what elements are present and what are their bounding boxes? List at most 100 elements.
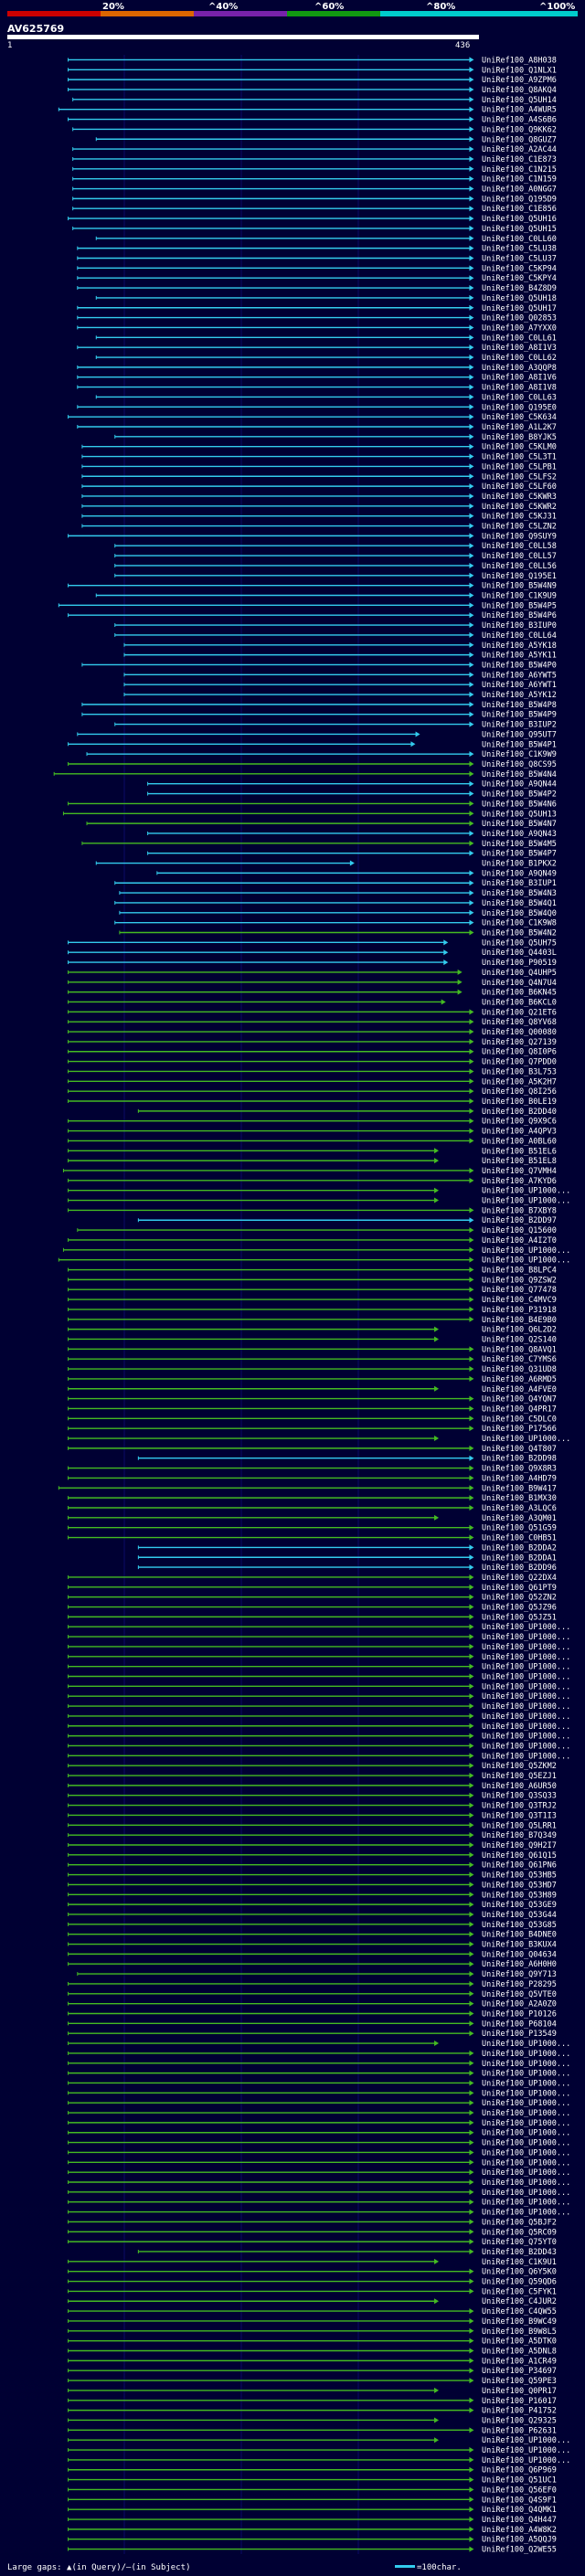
- hit-row[interactable]: UniRef100_C5LZN2: [81, 523, 557, 532]
- hit-row[interactable]: UniRef100_B8LPC4: [68, 1267, 557, 1276]
- hit-row[interactable]: UniRef100_B4DNE0: [68, 1931, 557, 1940]
- hit-label[interactable]: UniRef100_B5W4P8: [482, 701, 557, 710]
- hit-row[interactable]: UniRef100_UP1000...: [68, 1733, 571, 1742]
- hit-row[interactable]: UniRef100_B5W4P8: [81, 701, 557, 710]
- hit-row[interactable]: UniRef100_UP1000...: [62, 1246, 570, 1256]
- hit-label[interactable]: UniRef100_UP1000...: [482, 1682, 570, 1691]
- hit-label[interactable]: UniRef100_UP1000...: [482, 2060, 570, 2069]
- hit-row[interactable]: UniRef100_UP1000...: [68, 2070, 571, 2079]
- hit-label[interactable]: UniRef100_Q02853: [482, 314, 557, 323]
- hit-label[interactable]: UniRef100_A7KYD6: [482, 1177, 557, 1186]
- hit-label[interactable]: UniRef100_A4WUR5: [482, 106, 557, 115]
- hit-row[interactable]: UniRef100_C5KLM0: [81, 443, 557, 452]
- hit-label[interactable]: UniRef100_B2DDA2: [482, 1543, 557, 1553]
- hit-label[interactable]: UniRef100_A5K2H7: [482, 1077, 557, 1087]
- hit-label[interactable]: UniRef100_A5YK12: [482, 691, 557, 700]
- hit-label[interactable]: UniRef100_Q04634: [482, 1950, 557, 1959]
- hit-label[interactable]: UniRef100_Q4H447: [482, 2516, 557, 2525]
- hit-row[interactable]: UniRef100_Q5UH17: [77, 304, 557, 313]
- hit-label[interactable]: UniRef100_A6YWT1: [482, 681, 557, 690]
- hit-row[interactable]: UniRef100_C0LL63: [95, 393, 557, 402]
- hit-row[interactable]: UniRef100_B2DD40: [137, 1108, 557, 1117]
- hit-label[interactable]: UniRef100_UP1000...: [482, 1256, 570, 1266]
- hit-row[interactable]: UniRef100_C0LL57: [114, 552, 557, 561]
- hit-row[interactable]: UniRef100_Q4QMK1: [68, 2506, 557, 2515]
- hit-row[interactable]: UniRef100_Q4S9F1: [68, 2496, 557, 2505]
- hit-row[interactable]: UniRef100_A8I1V3: [77, 344, 557, 353]
- hit-row[interactable]: UniRef100_A7YXX0: [77, 323, 557, 333]
- hit-label[interactable]: UniRef100_Q59PE3: [482, 2377, 557, 2386]
- hit-label[interactable]: UniRef100_B5W4Q1: [482, 899, 557, 908]
- hit-row[interactable]: UniRef100_B5W4P0: [81, 661, 557, 670]
- hit-label[interactable]: UniRef100_Q5JZ51: [482, 1613, 557, 1622]
- hit-label[interactable]: UniRef100_C0HB51: [482, 1534, 557, 1543]
- hit-row[interactable]: UniRef100_B5W4P9: [81, 711, 557, 720]
- hit-label[interactable]: UniRef100_Q61Q15: [482, 1851, 557, 1860]
- hit-row[interactable]: UniRef100_C1N159: [72, 175, 557, 185]
- hit-row[interactable]: UniRef100_C5LF60: [81, 482, 557, 492]
- hit-row[interactable]: UniRef100_A8H038: [68, 56, 557, 65]
- hit-row[interactable]: UniRef100_Q53HB5: [68, 1871, 557, 1881]
- hit-row[interactable]: UniRef100_P16017: [68, 2397, 557, 2406]
- hit-label[interactable]: UniRef100_Q53H89: [482, 1891, 557, 1900]
- hit-row[interactable]: UniRef100_B3KUX4: [68, 1941, 557, 1950]
- hit-label[interactable]: UniRef100_Q1NLX1: [482, 66, 557, 75]
- hit-row[interactable]: UniRef100_A7KYD6: [68, 1177, 557, 1186]
- hit-row[interactable]: UniRef100_B8YJK5: [114, 433, 557, 442]
- hit-label[interactable]: UniRef100_B5W4P9: [482, 711, 557, 720]
- hit-row[interactable]: UniRef100_A2A0Z0: [68, 2000, 557, 2009]
- hit-row[interactable]: UniRef100_UP1000...: [68, 2060, 571, 2069]
- hit-row[interactable]: UniRef100_Q5UH16: [68, 215, 557, 224]
- hit-row[interactable]: UniRef100_A2AC44: [72, 145, 557, 154]
- hit-label[interactable]: UniRef100_A4HD79: [482, 1474, 557, 1483]
- hit-row[interactable]: UniRef100_Q61PN6: [68, 1861, 557, 1871]
- hit-row[interactable]: UniRef100_Q4T807: [68, 1445, 557, 1454]
- hit-label[interactable]: UniRef100_B5W4N2: [482, 929, 557, 938]
- hit-row[interactable]: UniRef100_A0NGG7: [72, 186, 557, 195]
- hit-row[interactable]: UniRef100_Q6P969: [68, 2466, 557, 2475]
- hit-row[interactable]: UniRef100_Q8YV68: [68, 1018, 557, 1027]
- hit-row[interactable]: UniRef100_Q3TRJ2: [68, 1802, 557, 1811]
- hit-label[interactable]: UniRef100_Q4QMK1: [482, 2506, 557, 2515]
- hit-row[interactable]: UniRef100_Q56EF0: [68, 2486, 557, 2495]
- hit-label[interactable]: UniRef100_Q5JZ96: [482, 1604, 557, 1613]
- hit-row[interactable]: UniRef100_Q9X9C6: [68, 1118, 557, 1127]
- hit-row[interactable]: UniRef100_UP1000...: [68, 2158, 571, 2168]
- hit-label[interactable]: UniRef100_B5W4N7: [482, 820, 557, 829]
- hit-row[interactable]: UniRef100_Q4403L: [68, 949, 557, 958]
- hit-row[interactable]: UniRef100_Q5UH18: [95, 294, 557, 303]
- hit-label[interactable]: UniRef100_A8I1V6: [482, 374, 557, 383]
- hit-label[interactable]: UniRef100_P34697: [482, 2367, 557, 2376]
- hit-label[interactable]: UniRef100_A4QPV3: [482, 1128, 557, 1137]
- hit-label[interactable]: UniRef100_Q77478: [482, 1286, 557, 1295]
- hit-row[interactable]: UniRef100_UP1000...: [68, 1752, 571, 1761]
- hit-label[interactable]: UniRef100_Q53HB5: [482, 1871, 557, 1881]
- hit-row[interactable]: UniRef100_UP1000...: [68, 2446, 571, 2455]
- hit-label[interactable]: UniRef100_B6KN45: [482, 989, 557, 998]
- hit-label[interactable]: UniRef100_C0LL56: [482, 562, 557, 571]
- hit-row[interactable]: UniRef100_UP1000...: [68, 2168, 571, 2178]
- hit-label[interactable]: UniRef100_B9W8L5: [482, 2327, 557, 2337]
- hit-row[interactable]: UniRef100_B3IUP2: [114, 721, 557, 730]
- hit-label[interactable]: UniRef100_B5W4N9: [482, 582, 557, 591]
- hit-label[interactable]: UniRef100_A3QQP8: [482, 364, 557, 373]
- hit-row[interactable]: UniRef100_B5W4N2: [119, 929, 557, 938]
- hit-label[interactable]: UniRef100_B1MX30: [482, 1494, 557, 1503]
- hit-label[interactable]: UniRef100_C1E873: [482, 155, 557, 164]
- hit-label[interactable]: UniRef100_B5W4M5: [482, 840, 557, 849]
- hit-row[interactable]: UniRef100_C5LU37: [77, 254, 557, 263]
- hit-row[interactable]: UniRef100_UP1000...: [68, 2436, 571, 2445]
- hit-label[interactable]: UniRef100_Q9ZSW2: [482, 1276, 557, 1285]
- hit-row[interactable]: UniRef100_Q51G59: [68, 1524, 557, 1533]
- hit-row[interactable]: UniRef100_Q195E1: [114, 572, 557, 581]
- hit-label[interactable]: UniRef100_UP1000...: [482, 2148, 570, 2157]
- hit-row[interactable]: UniRef100_Q53G44: [68, 1911, 557, 1920]
- hit-label[interactable]: UniRef100_B2DD40: [482, 1108, 557, 1117]
- hit-label[interactable]: UniRef100_P31918: [482, 1306, 557, 1315]
- hit-label[interactable]: UniRef100_B2DD43: [482, 2248, 557, 2257]
- hit-label[interactable]: UniRef100_C5KWR3: [482, 493, 557, 502]
- hit-label[interactable]: UniRef100_Q8CS95: [482, 760, 557, 769]
- hit-label[interactable]: UniRef100_B51EL6: [482, 1147, 557, 1156]
- hit-row[interactable]: UniRef100_C5KWR3: [81, 493, 557, 502]
- hit-row[interactable]: UniRef100_Q6Y5K0: [68, 2268, 557, 2277]
